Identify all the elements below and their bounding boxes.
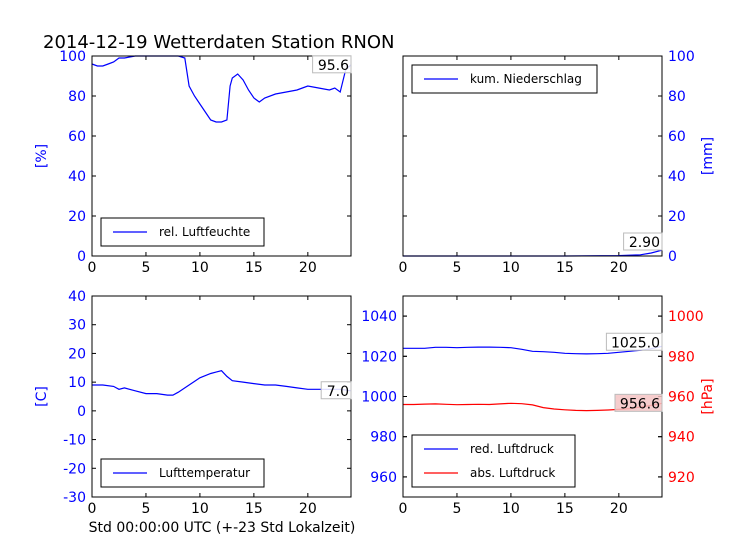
y-tick-label: 960 [370, 470, 397, 486]
y-axis-label: [C] [34, 386, 50, 407]
series-line-0 [92, 370, 352, 396]
y-tick-label: 60 [68, 129, 86, 145]
y-tick-label: 80 [68, 89, 86, 105]
legend-label: rel. Luftfeuchte [159, 225, 250, 239]
y-tick-label: 40 [68, 169, 86, 185]
last-value-annotation: 7.0 [327, 384, 349, 400]
y-tick-label: 980 [668, 349, 695, 365]
legend: rel. Luftfeuchte [100, 217, 265, 247]
x-tick-label: 20 [610, 501, 628, 517]
legend: kum. Niederschlag [411, 64, 598, 94]
x-tick-label: 15 [245, 260, 263, 276]
plot-frame [91, 55, 352, 257]
x-tick-label: 0 [88, 501, 97, 517]
figure-title: 2014-12-19 Wetterdaten Station RNON [43, 32, 394, 53]
series-line-0 [91, 55, 352, 123]
y-axis-label: [mm] [700, 137, 716, 175]
y-tick-label: 100 [668, 49, 695, 65]
legend-label: abs. Luftdruck [470, 466, 555, 480]
y-tick-label: -20 [63, 461, 86, 477]
y-tick-label: 20 [68, 346, 86, 362]
y-tick-label: 1000 [361, 390, 397, 406]
y-tick-label: 960 [668, 390, 695, 406]
annotation-box [320, 381, 352, 400]
y-tick-label: -10 [63, 433, 86, 449]
legend: Lufttemperatur [100, 458, 265, 488]
x-tick-label: 5 [452, 260, 461, 276]
y-tick-label: 980 [370, 430, 397, 446]
legend-label: red. Luftdruck [470, 442, 554, 456]
x-tick-label: 0 [399, 501, 408, 517]
x-tick-label: 20 [610, 260, 628, 276]
y-tick-label: 1000 [668, 309, 704, 325]
y-tick-label: 0 [77, 404, 86, 420]
x-tick-label: 0 [88, 260, 97, 276]
y-axis-label: [%] [34, 144, 50, 168]
panel-top-left: 0 5 10 15 20 0 20 40 60 80 100 [%] rel. Luftfeuchte 9… [34, 49, 352, 276]
x-tick-label: 10 [502, 501, 520, 517]
series-line-0 [403, 249, 663, 257]
legend-label: Lufttemperatur [159, 466, 250, 480]
x-tick-label: 20 [299, 260, 317, 276]
annotation-box [312, 55, 352, 74]
figure-xlabel: Std 00:00:00 UTC (+-23 Std Lokalzeit) [89, 520, 356, 536]
last-value-annotation: 2.90 [629, 235, 660, 251]
x-tick-label: 5 [141, 501, 150, 517]
y-tick-label: 20 [668, 209, 686, 225]
x-tick-label: 0 [399, 260, 408, 276]
series-line-0 [403, 345, 663, 355]
legend: red. Luftdruck abs. Luftdruck [411, 434, 576, 488]
y-tick-label: 0 [77, 249, 86, 265]
legend-box [411, 434, 576, 488]
x-tick-label: 20 [299, 501, 317, 517]
y-axis-label: [hPa] [700, 378, 716, 414]
y-tick-label: -30 [63, 490, 86, 506]
x-tick-label: 5 [452, 501, 461, 517]
y-tick-label: 40 [668, 169, 686, 185]
annotation-box [605, 332, 663, 351]
y-tick-label: 10 [68, 375, 86, 391]
x-tick-label: 10 [502, 260, 520, 276]
x-tick-label: 10 [191, 501, 209, 517]
plot-frame [402, 55, 663, 257]
y-tick-label: 1020 [361, 349, 397, 365]
panel-bottom-right: 0 5 10 15 20 960 980 1000 1020 1040 920 940 960 980 10… [361, 295, 716, 517]
x-tick-label: 15 [556, 260, 574, 276]
last-value-annotation: 956.6 [620, 396, 660, 412]
y-tick-label: 1040 [361, 309, 397, 325]
y-tick-label: 100 [59, 49, 86, 65]
last-value-annotation: 95.6 [318, 58, 349, 74]
x-tick-label: 15 [245, 501, 263, 517]
y-tick-label: 20 [68, 209, 86, 225]
x-tick-label: 15 [556, 501, 574, 517]
panel-top-right: 0 5 10 15 20 0 20 40 60 80 100 [mm] kum. Niederschla… [399, 49, 716, 276]
annotation-box [623, 232, 663, 251]
panel-bottom-left: 0 5 10 15 20 -30 -20 -10 0 10 20 30 40 [C] Lufttempera… [34, 289, 352, 517]
y-tick-label: 940 [668, 430, 695, 446]
last-value-annotation: 1025.0 [611, 335, 660, 351]
y-tick-label: 30 [68, 318, 86, 334]
y-tick-label: 920 [668, 470, 695, 486]
y-tick-label: 0 [668, 249, 677, 265]
y-tick-label: 80 [668, 89, 686, 105]
y-tick-label: 40 [68, 289, 86, 305]
y-tick-label: 60 [668, 129, 686, 145]
legend-label: kum. Niederschlag [470, 72, 582, 86]
x-tick-label: 10 [191, 260, 209, 276]
x-tick-label: 5 [141, 260, 150, 276]
annotation-box [614, 393, 663, 412]
